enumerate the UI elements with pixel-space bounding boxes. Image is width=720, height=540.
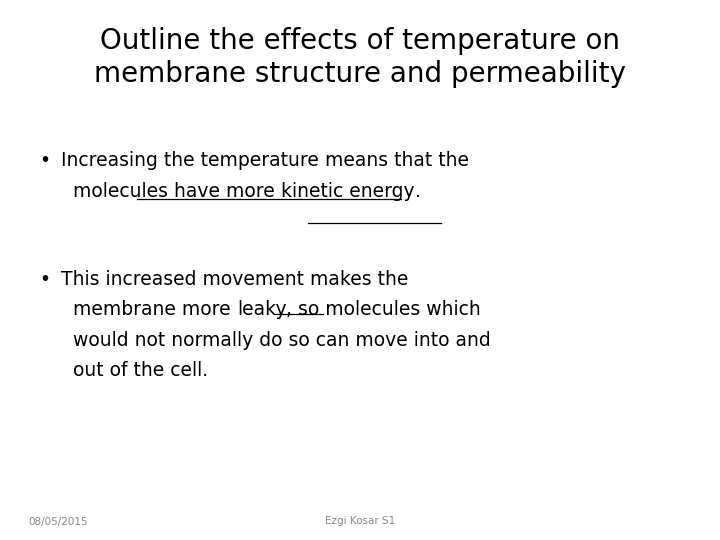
- Text: molecules have more: molecules have more: [61, 181, 281, 200]
- Text: This increased movement makes the: This increased movement makes the: [61, 270, 408, 289]
- Text: •: •: [40, 270, 50, 289]
- Text: Ezgi Kosar S1: Ezgi Kosar S1: [325, 516, 395, 526]
- Text: membrane more: membrane more: [61, 300, 237, 319]
- Text: Outline the effects of temperature on
membrane structure and permeability: Outline the effects of temperature on me…: [94, 27, 626, 89]
- Text: , so molecules which: , so molecules which: [287, 300, 481, 319]
- Text: kinetic energy: kinetic energy: [281, 181, 415, 200]
- Text: means that the: means that the: [325, 151, 469, 170]
- Text: .: .: [415, 181, 420, 200]
- Text: would not normally do so can move into and: would not normally do so can move into a…: [61, 331, 491, 350]
- Text: Increasing the temperature: Increasing the temperature: [61, 151, 325, 170]
- Text: out of the cell.: out of the cell.: [61, 361, 208, 380]
- Text: leaky: leaky: [237, 300, 287, 319]
- Text: •: •: [40, 151, 50, 170]
- Text: 08/05/2015: 08/05/2015: [29, 516, 89, 526]
